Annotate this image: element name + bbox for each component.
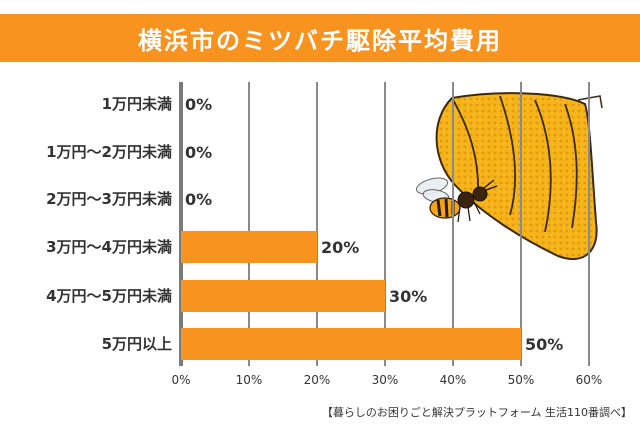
bar xyxy=(181,328,521,360)
value-labels: 0% 0% 0% 20% 30% 50% xyxy=(185,95,563,354)
x-tick-label: 30% xyxy=(372,373,399,387)
value-label: 0% xyxy=(185,95,212,114)
category-label: 1万円未満 xyxy=(102,95,172,113)
x-tick-label: 0% xyxy=(171,373,190,387)
x-tick-labels: 0% 10% 20% 30% 40% 50% 60% xyxy=(171,373,602,387)
chart-title: 横浜市のミツバチ駆除平均費用 xyxy=(0,14,640,62)
category-label: 3万円〜4万円未満 xyxy=(46,238,172,256)
bars xyxy=(181,231,521,360)
x-tick-label: 20% xyxy=(304,373,331,387)
value-label: 50% xyxy=(525,335,563,354)
category-label: 5万円以上 xyxy=(102,335,172,353)
x-tick-label: 40% xyxy=(440,373,467,387)
value-label: 0% xyxy=(185,190,212,209)
value-label: 0% xyxy=(185,143,212,162)
category-label: 4万円〜5万円未満 xyxy=(46,287,172,305)
beehive-with-bee-icon xyxy=(415,92,603,260)
x-tick-label: 10% xyxy=(236,373,263,387)
bar xyxy=(181,280,385,312)
value-label: 30% xyxy=(389,287,427,306)
category-label: 1万円〜2万円未満 xyxy=(46,143,172,161)
x-tick-label: 60% xyxy=(576,373,603,387)
value-label: 20% xyxy=(321,238,359,257)
category-labels: 1万円未満 1万円〜2万円未満 2万円〜3万円未満 3万円〜4万円未満 4万円〜5万円未… xyxy=(46,95,172,353)
grid-lines xyxy=(179,82,590,366)
source-credit: 【暮らしのお困りごと解決プラットフォーム 生活110番調べ】 xyxy=(321,406,632,419)
x-tick-label: 50% xyxy=(508,373,535,387)
bar xyxy=(181,231,317,263)
category-label: 2万円〜3万円未満 xyxy=(46,190,172,208)
